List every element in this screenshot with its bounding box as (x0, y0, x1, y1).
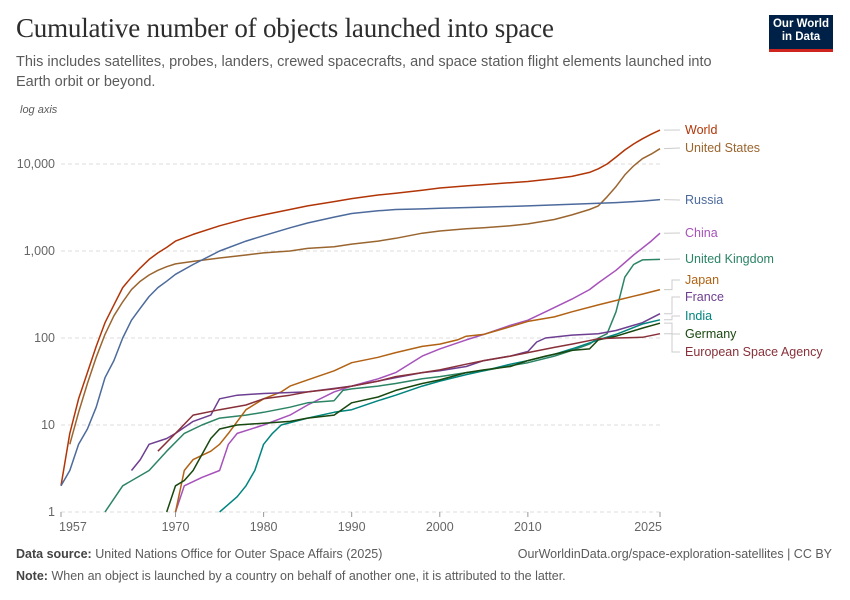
series-line-india[interactable] (219, 319, 661, 513)
x-tick-label: 2000 (426, 520, 454, 534)
log-axis-note: log axis (20, 104, 58, 116)
series-labels: World United States Russia China United King… (663, 123, 823, 359)
series-line-russia[interactable] (60, 198, 661, 487)
x-tick-label: 2010 (514, 520, 542, 534)
source-text[interactable]: United Nations Office for Outer Space Af… (95, 547, 383, 561)
series-line-germany[interactable] (165, 322, 661, 513)
label-connector (664, 296, 680, 315)
series-line-france[interactable] (130, 313, 661, 471)
label-connector (664, 333, 680, 353)
y-tick-label: 10 (41, 418, 55, 432)
logo-line1: Our World (772, 18, 829, 30)
data-source: Data source: United Nations Office for O… (16, 547, 382, 561)
note-label: Note: (16, 569, 48, 583)
series-line-japan[interactable] (174, 288, 661, 513)
label-connector (664, 279, 680, 291)
y-tick-label: 100 (34, 331, 55, 345)
series-line-world[interactable] (60, 129, 661, 486)
series-label-india[interactable]: India (685, 309, 712, 323)
series-line-china[interactable] (174, 232, 661, 513)
series-label-united-kingdom[interactable]: United Kingdom (685, 252, 774, 266)
chart-subtitle: This includes satellites, probes, lander… (16, 54, 712, 90)
series-line-european-space-agency[interactable] (157, 332, 661, 452)
x-axis: 1957 1970 1980 1990 2000 2010 2025 (59, 512, 662, 534)
series-label-japan[interactable]: Japan (685, 273, 719, 287)
x-tick-label: 2025 (634, 520, 662, 534)
x-tick-label: 1957 (59, 520, 87, 534)
y-axis: 1 10 100 1,000 10,000 (17, 157, 55, 519)
logo-line2: in Data (781, 31, 821, 43)
series-label-world[interactable]: World (685, 123, 717, 137)
series-label-germany[interactable]: Germany (685, 327, 737, 341)
label-connector (664, 315, 680, 321)
series-label-united-states[interactable]: United States (685, 141, 760, 155)
y-tick-label: 1 (48, 505, 55, 519)
series-label-european-space-agency[interactable]: European Space Agency (685, 345, 823, 359)
label-connector (664, 322, 680, 335)
series-label-france[interactable]: France (685, 290, 724, 304)
note: Note: When an object is launched by a co… (16, 569, 566, 583)
series-lines (60, 129, 661, 513)
owid-logo[interactable]: Our World in Data (769, 15, 833, 52)
source-url[interactable]: OurWorldinData.org/space-exploration-sat… (517, 547, 832, 561)
label-connector (663, 147, 681, 150)
series-line-united-states[interactable] (69, 148, 661, 445)
series-line-united-kingdom[interactable] (104, 258, 661, 513)
gridlines (61, 163, 660, 513)
source-label: Data source: (16, 547, 92, 561)
x-tick-label: 1970 (162, 520, 190, 534)
chart-title: Cumulative number of objects launched in… (16, 13, 554, 43)
series-label-china[interactable]: China (685, 226, 718, 240)
x-tick-label: 1980 (250, 520, 278, 534)
note-text: When an object is launched by a country … (51, 569, 566, 583)
series-label-russia[interactable]: Russia (685, 193, 723, 207)
y-tick-label: 1,000 (24, 244, 55, 258)
y-tick-label: 10,000 (17, 157, 55, 171)
x-tick-label: 1990 (338, 520, 366, 534)
